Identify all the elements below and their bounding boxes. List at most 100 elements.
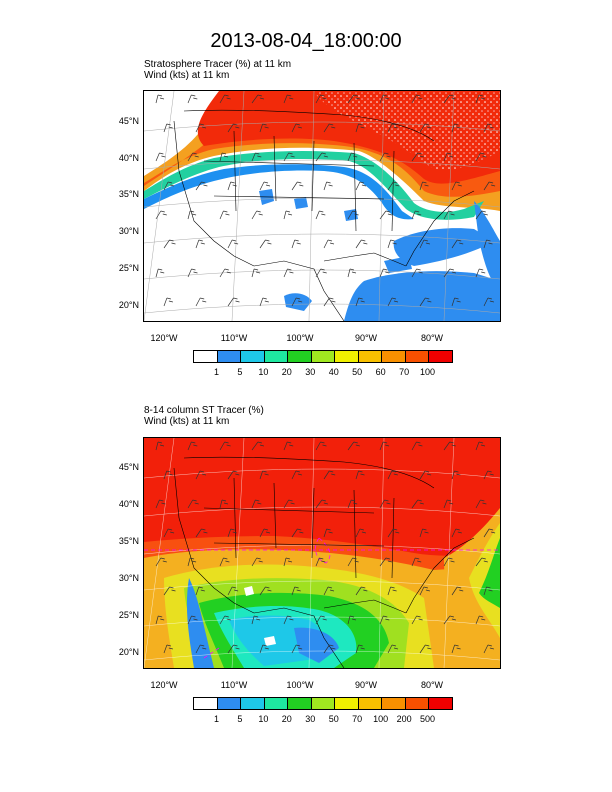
top-wind-barb (259, 297, 269, 307)
bottom-wind-barb (155, 557, 167, 567)
bottom-wind-barb (227, 644, 240, 654)
top-wind-barb (323, 239, 335, 249)
bottom-colorbar-label: 5 (237, 714, 243, 724)
top-lon-label: 110°W (220, 333, 248, 343)
bottom-lon-label: 120°W (150, 680, 178, 690)
bottom-wind-barb (259, 644, 269, 654)
top-wind-barbs (155, 94, 496, 307)
top-wind-barb (227, 239, 239, 249)
top-subtitle-1: Stratosphere Tracer (%) at 11 km (144, 59, 292, 70)
top-wind-barb (323, 297, 336, 307)
top-wind-barb (291, 297, 303, 307)
top-wind-barb (163, 123, 173, 133)
bottom-colorbar-label: 500 (420, 714, 436, 724)
bottom-lat-label: 35°N (118, 536, 139, 546)
top-lat-label: 25°N (118, 263, 139, 273)
top-lon-label: 90°W (354, 333, 378, 343)
top-wind-barb (443, 210, 455, 220)
bottom-map-canvas (144, 438, 500, 668)
bottom-wind-barb (411, 557, 422, 567)
top-wind-barb (451, 181, 462, 191)
top-wind-barb (419, 239, 430, 249)
top-colorbar-swatch (288, 351, 312, 362)
bottom-wind-barb (259, 470, 269, 480)
top-wind-barb (315, 210, 326, 220)
top-wind-barb (283, 268, 294, 278)
top-wind-barb (483, 181, 496, 191)
bottom-wind-barb (163, 586, 176, 596)
bottom-lat-label: 45°N (118, 462, 139, 472)
top-lat-label: 30°N (118, 226, 139, 236)
top-lat-label: 45°N (118, 116, 139, 126)
top-boundaries (173, 109, 475, 321)
top-wind-barb (187, 210, 197, 220)
top-colorbar-label: 20 (281, 367, 292, 377)
top-wind-barb (419, 123, 432, 133)
top-wind-barb (187, 268, 198, 278)
top-wind-barb (347, 268, 357, 278)
top-wind-barb (355, 297, 365, 307)
top-wind-barb (347, 210, 359, 220)
top-wind-barb (443, 94, 456, 104)
top-colorbar-swatch (194, 351, 218, 362)
top-wind-barb (323, 181, 333, 191)
top-wind-barb (187, 94, 198, 104)
top-colorbar-label: 30 (305, 367, 316, 377)
top-wind-barb (443, 268, 456, 278)
top-wind-barb (355, 181, 366, 191)
top-wind-barb (475, 268, 486, 278)
bottom-wind-barb (187, 557, 197, 567)
bottom-wind-barb (251, 615, 261, 625)
bottom-wind-barb (483, 644, 494, 654)
bottom-wind-barb (379, 615, 390, 625)
top-wind-barb (315, 94, 327, 104)
top-colorbar-label: 1 (213, 367, 219, 377)
top-wind-barb (451, 297, 461, 307)
top-colorbar-swatch (358, 351, 383, 362)
bottom-colorbar-labels: 1 5 10 20 30 50 70 100 200 500 (193, 714, 451, 726)
bottom-subtitle-1: 8-14 column ST Tracer (%) (144, 405, 264, 416)
bottom-colorbar-swatch (335, 698, 359, 709)
bottom-wind-barb (451, 470, 461, 480)
bottom-wind-barb (443, 499, 454, 509)
bottom-wind-barb (451, 586, 464, 596)
bottom-wind-barb (283, 615, 294, 625)
bottom-colorbar-swatch (429, 698, 453, 709)
bottom-wind-barb (347, 615, 357, 625)
top-wind-barb (259, 181, 271, 191)
bottom-wind-barb (283, 557, 293, 567)
top-wind-barb (163, 181, 175, 191)
bottom-wind-barb (411, 615, 423, 625)
bottom-wind-barb (187, 441, 198, 451)
top-wind-barb (251, 268, 261, 278)
top-wind-barb (155, 94, 165, 104)
bottom-wind-barb (451, 644, 461, 654)
top-colorbar-swatch (429, 351, 453, 362)
figure-title: 2013-08-04_18:00:00 (210, 30, 402, 52)
top-lon-label: 100°W (286, 333, 314, 343)
bottom-wind-barbs (155, 441, 496, 654)
top-colorbar-labels: 1 5 10 20 30 40 50 60 70 100 (193, 367, 451, 379)
bottom-wind-barb (475, 499, 487, 509)
top-colorbar-swatch (335, 351, 359, 362)
bottom-wind-barb (475, 615, 486, 625)
bottom-wind-barb (187, 499, 199, 509)
top-wind-barb (411, 94, 423, 104)
top-colorbar-label: 60 (375, 367, 386, 377)
bottom-wind-barb (251, 499, 262, 509)
top-wind-barb (483, 123, 494, 133)
bottom-lat-label: 40°N (118, 499, 139, 509)
bottom-colorbar-swatch (405, 698, 430, 709)
top-wind-barb (291, 123, 302, 133)
top-wind-barb (155, 268, 165, 278)
top-wind-barb (219, 152, 229, 162)
top-wind-barb (283, 152, 295, 162)
bottom-boundaries (173, 456, 475, 668)
bottom-wind-barb (195, 528, 208, 538)
top-wind-barb (155, 152, 166, 162)
bottom-colorbar-label: 1 (213, 714, 219, 724)
top-wind-barb (475, 210, 488, 220)
bottom-colorbar-swatch (264, 698, 289, 709)
top-wind-barb (411, 268, 423, 278)
bottom-wind-barb (323, 528, 333, 538)
